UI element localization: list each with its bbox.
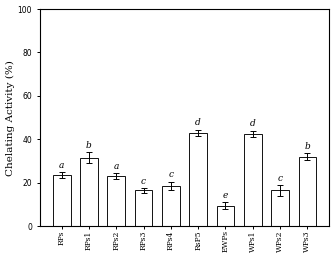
Bar: [108, 176, 125, 226]
Bar: [189, 133, 207, 226]
Text: a: a: [114, 162, 119, 171]
Bar: [162, 186, 180, 226]
Bar: [135, 190, 152, 226]
Text: c: c: [278, 174, 283, 183]
Text: b: b: [86, 141, 92, 150]
Text: d: d: [195, 118, 201, 127]
Bar: [53, 175, 71, 226]
Bar: [217, 206, 234, 226]
Text: e: e: [223, 191, 228, 200]
Text: d: d: [250, 119, 256, 128]
Bar: [271, 190, 289, 226]
Text: c: c: [169, 171, 174, 180]
Bar: [244, 134, 262, 226]
Text: c: c: [141, 177, 146, 186]
Text: a: a: [59, 161, 64, 170]
Y-axis label: Chelating Activity (%): Chelating Activity (%): [6, 60, 15, 175]
Text: b: b: [305, 142, 310, 151]
Bar: [298, 157, 316, 226]
Bar: [80, 158, 98, 226]
